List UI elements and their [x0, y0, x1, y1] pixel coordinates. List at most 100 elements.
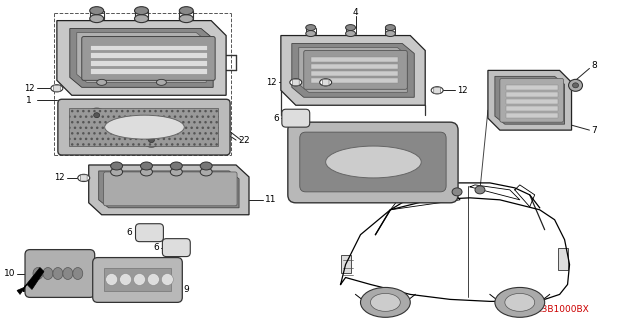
FancyBboxPatch shape: [300, 132, 446, 192]
Text: 7: 7: [591, 126, 598, 135]
Ellipse shape: [319, 79, 332, 86]
Text: 9: 9: [183, 285, 189, 294]
FancyBboxPatch shape: [136, 224, 163, 242]
Text: 3: 3: [287, 160, 292, 170]
Ellipse shape: [346, 31, 356, 36]
Ellipse shape: [386, 25, 396, 31]
Text: 12: 12: [344, 78, 355, 87]
Bar: [311, 58, 398, 62]
Text: 12: 12: [24, 84, 35, 93]
Ellipse shape: [112, 121, 131, 135]
Ellipse shape: [452, 188, 462, 196]
Bar: [104, 268, 171, 292]
FancyBboxPatch shape: [282, 109, 310, 127]
Polygon shape: [292, 44, 414, 97]
Ellipse shape: [495, 287, 544, 317]
Text: S5A3B1000BX: S5A3B1000BX: [525, 305, 589, 314]
Text: 1: 1: [26, 96, 32, 105]
Ellipse shape: [306, 31, 316, 36]
Bar: [558, 248, 568, 269]
Ellipse shape: [53, 268, 63, 279]
FancyBboxPatch shape: [288, 122, 458, 203]
Text: 11: 11: [265, 195, 276, 204]
Ellipse shape: [171, 168, 182, 176]
Bar: [506, 106, 558, 111]
Polygon shape: [77, 33, 206, 82]
Ellipse shape: [569, 79, 582, 91]
FancyBboxPatch shape: [434, 87, 441, 93]
Ellipse shape: [104, 115, 184, 139]
Polygon shape: [99, 171, 239, 208]
Text: FR.: FR.: [42, 273, 59, 282]
Polygon shape: [70, 28, 213, 87]
Ellipse shape: [43, 268, 53, 279]
Bar: [341, 255, 351, 273]
Text: 12: 12: [457, 86, 468, 95]
Ellipse shape: [505, 293, 535, 311]
Text: 10: 10: [4, 269, 15, 278]
Ellipse shape: [106, 274, 118, 285]
Ellipse shape: [119, 274, 131, 285]
Ellipse shape: [88, 108, 106, 122]
Ellipse shape: [290, 79, 302, 86]
Ellipse shape: [326, 146, 421, 178]
Bar: [311, 64, 398, 69]
FancyBboxPatch shape: [104, 172, 237, 206]
Text: FR.: FR.: [42, 275, 60, 284]
Ellipse shape: [200, 168, 212, 176]
Text: 12: 12: [54, 173, 65, 182]
Ellipse shape: [141, 162, 152, 170]
Ellipse shape: [134, 15, 149, 23]
Bar: [506, 113, 558, 118]
Ellipse shape: [90, 7, 104, 15]
Text: 2: 2: [238, 136, 244, 145]
Text: 6: 6: [154, 243, 159, 252]
Polygon shape: [281, 36, 425, 105]
Text: 6: 6: [273, 114, 279, 123]
FancyBboxPatch shape: [58, 99, 230, 155]
Text: 8: 8: [591, 61, 598, 70]
FancyBboxPatch shape: [81, 175, 87, 181]
Ellipse shape: [200, 162, 212, 170]
Ellipse shape: [90, 15, 104, 23]
FancyBboxPatch shape: [54, 85, 60, 92]
Bar: [90, 68, 208, 74]
Ellipse shape: [431, 87, 443, 94]
Ellipse shape: [72, 268, 82, 279]
Ellipse shape: [94, 113, 99, 118]
Polygon shape: [17, 268, 44, 294]
FancyBboxPatch shape: [292, 79, 299, 85]
Ellipse shape: [161, 274, 173, 285]
Ellipse shape: [171, 162, 182, 170]
Ellipse shape: [141, 168, 152, 176]
Polygon shape: [299, 47, 408, 92]
Text: 4: 4: [352, 8, 358, 17]
Polygon shape: [488, 70, 571, 130]
Ellipse shape: [361, 287, 410, 317]
Ellipse shape: [142, 133, 161, 147]
Bar: [311, 71, 398, 76]
Ellipse shape: [148, 274, 159, 285]
Ellipse shape: [475, 186, 485, 194]
Text: 5: 5: [129, 136, 134, 145]
Text: 5: 5: [99, 124, 104, 132]
Ellipse shape: [371, 293, 401, 311]
Bar: [90, 52, 208, 59]
FancyBboxPatch shape: [92, 258, 182, 302]
Bar: [69, 108, 218, 146]
Ellipse shape: [33, 268, 43, 279]
Ellipse shape: [63, 268, 72, 279]
Bar: [506, 92, 558, 97]
Ellipse shape: [572, 83, 579, 88]
Ellipse shape: [111, 168, 123, 176]
Polygon shape: [89, 165, 249, 215]
FancyBboxPatch shape: [304, 51, 408, 89]
Text: 2: 2: [243, 136, 249, 145]
Ellipse shape: [111, 162, 123, 170]
Ellipse shape: [134, 7, 149, 15]
FancyBboxPatch shape: [322, 79, 329, 85]
Ellipse shape: [149, 138, 154, 143]
Ellipse shape: [78, 174, 90, 181]
Ellipse shape: [51, 85, 63, 92]
Bar: [506, 85, 558, 90]
